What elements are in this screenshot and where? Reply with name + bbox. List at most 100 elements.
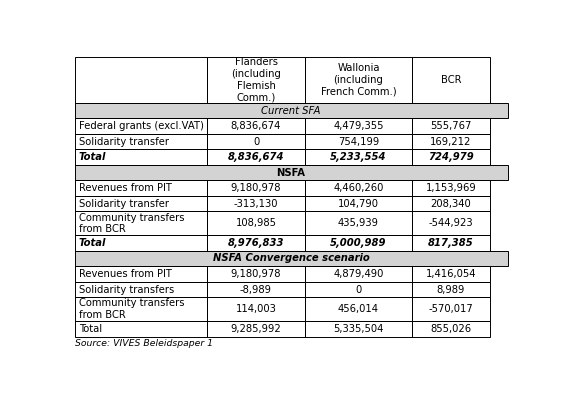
Bar <box>412 321 490 337</box>
Text: Solidarity transfers: Solidarity transfers <box>79 284 174 295</box>
Bar <box>306 266 412 282</box>
Text: Community transfers
from BCR: Community transfers from BCR <box>79 212 185 234</box>
Bar <box>207 180 306 196</box>
Bar <box>74 165 508 180</box>
Bar <box>74 321 207 337</box>
Bar <box>412 196 490 212</box>
Bar <box>207 282 306 298</box>
Bar <box>412 298 490 321</box>
Bar <box>74 251 508 266</box>
Bar <box>412 298 490 321</box>
Text: 0: 0 <box>356 284 362 295</box>
Bar <box>412 235 490 251</box>
Bar <box>306 282 412 298</box>
Text: 108,985: 108,985 <box>236 219 277 228</box>
Bar <box>207 266 306 282</box>
Bar <box>412 57 490 103</box>
Bar <box>207 180 306 196</box>
Bar <box>207 321 306 337</box>
Bar <box>74 57 207 103</box>
Text: 5,233,554: 5,233,554 <box>330 152 387 162</box>
Bar <box>412 282 490 298</box>
Bar <box>412 266 490 282</box>
Bar <box>306 180 412 196</box>
Text: -544,923: -544,923 <box>429 219 473 228</box>
Text: Total: Total <box>79 238 106 248</box>
Bar <box>207 321 306 337</box>
Bar <box>74 282 207 298</box>
Text: 104,790: 104,790 <box>338 199 379 209</box>
Text: Revenues from PIT: Revenues from PIT <box>79 183 172 193</box>
Bar <box>412 212 490 235</box>
Text: 456,014: 456,014 <box>338 304 379 314</box>
Text: Solidarity transfer: Solidarity transfer <box>79 137 169 147</box>
Bar <box>207 298 306 321</box>
Text: 8,836,674: 8,836,674 <box>231 121 281 131</box>
Bar <box>74 118 207 134</box>
Bar <box>74 134 207 149</box>
Bar <box>207 134 306 149</box>
Bar <box>207 212 306 235</box>
Bar <box>74 149 207 165</box>
Bar <box>207 118 306 134</box>
Bar <box>207 149 306 165</box>
Bar <box>207 235 306 251</box>
Bar <box>74 321 207 337</box>
Bar <box>74 266 207 282</box>
Text: 555,767: 555,767 <box>430 121 471 131</box>
Bar <box>306 57 412 103</box>
Text: Total: Total <box>79 152 106 162</box>
Bar <box>306 149 412 165</box>
Text: 8,989: 8,989 <box>437 284 465 295</box>
Bar <box>74 251 508 266</box>
Bar <box>74 103 508 118</box>
Bar <box>306 282 412 298</box>
Text: 208,340: 208,340 <box>431 199 471 209</box>
Bar <box>306 298 412 321</box>
Text: -313,130: -313,130 <box>234 199 278 209</box>
Bar <box>207 57 306 103</box>
Text: -570,017: -570,017 <box>429 304 473 314</box>
Text: 4,479,355: 4,479,355 <box>333 121 384 131</box>
Text: 5,335,504: 5,335,504 <box>333 324 383 334</box>
Bar <box>412 149 490 165</box>
Bar <box>306 118 412 134</box>
Bar <box>306 235 412 251</box>
Bar <box>306 235 412 251</box>
Text: Current SFA: Current SFA <box>261 105 321 116</box>
Text: Federal grants (excl.VAT): Federal grants (excl.VAT) <box>79 121 204 131</box>
Bar <box>74 212 207 235</box>
Bar <box>306 118 412 134</box>
Bar <box>306 212 412 235</box>
Text: 855,026: 855,026 <box>431 324 471 334</box>
Bar <box>412 134 490 149</box>
Text: 817,385: 817,385 <box>428 238 474 248</box>
Text: 754,199: 754,199 <box>338 137 379 147</box>
Bar <box>412 134 490 149</box>
Bar <box>412 180 490 196</box>
Bar <box>74 149 207 165</box>
Bar <box>74 196 207 212</box>
Bar <box>74 235 207 251</box>
Bar <box>207 266 306 282</box>
Bar <box>306 57 412 103</box>
Bar <box>306 266 412 282</box>
Bar <box>207 282 306 298</box>
Bar <box>306 134 412 149</box>
Bar <box>74 298 207 321</box>
Text: 724,979: 724,979 <box>428 152 474 162</box>
Bar <box>74 57 207 103</box>
Bar <box>74 134 207 149</box>
Bar <box>74 196 207 212</box>
Bar <box>412 118 490 134</box>
Text: 9,180,978: 9,180,978 <box>231 269 281 279</box>
Bar <box>74 165 508 180</box>
Bar <box>74 212 207 235</box>
Text: 8,976,833: 8,976,833 <box>228 238 284 248</box>
Bar <box>207 118 306 134</box>
Text: 1,153,969: 1,153,969 <box>425 183 477 193</box>
Text: Revenues from PIT: Revenues from PIT <box>79 269 172 279</box>
Bar <box>412 282 490 298</box>
Bar <box>207 149 306 165</box>
Text: 9,180,978: 9,180,978 <box>231 183 281 193</box>
